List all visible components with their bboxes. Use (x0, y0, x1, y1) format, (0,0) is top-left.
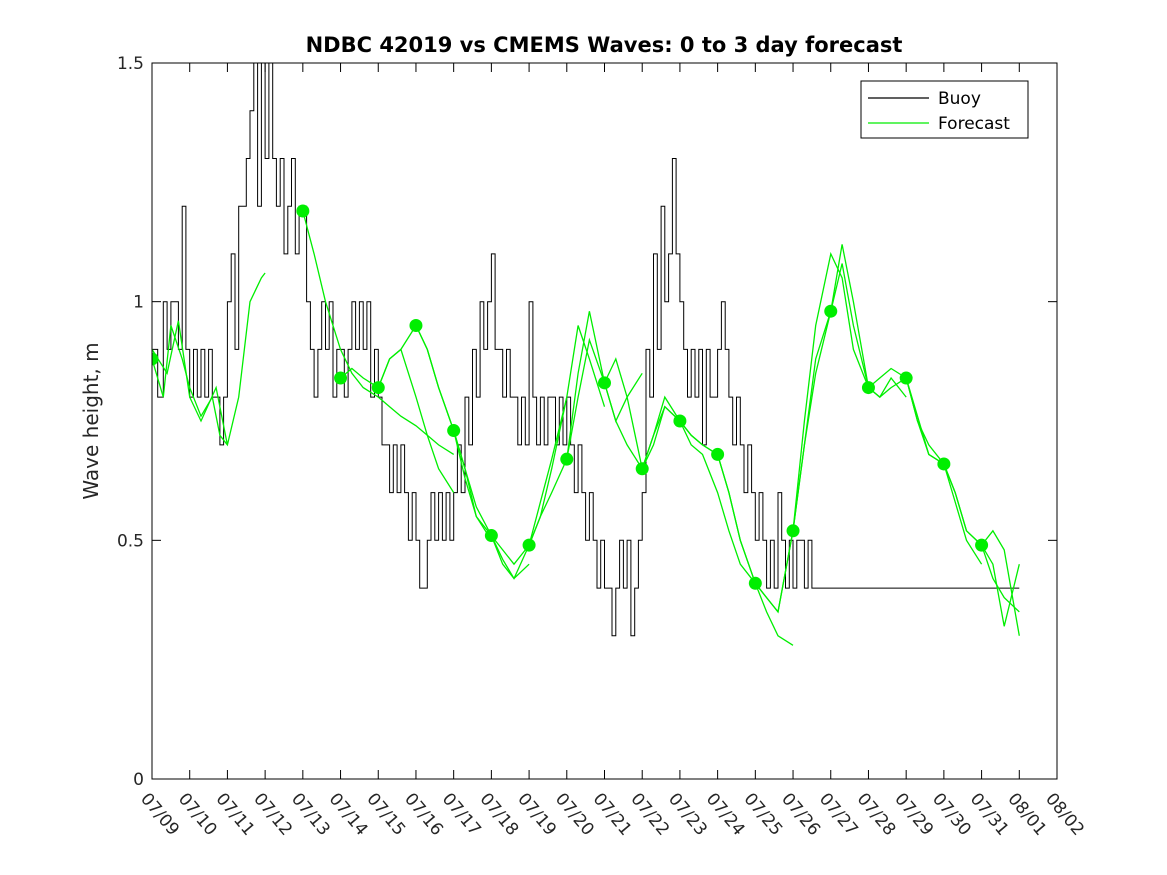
x-tick-label: 07/24 (702, 789, 749, 839)
forecast-marker (598, 376, 611, 390)
x-tick-label: 07/25 (740, 789, 787, 839)
forecast-marker (334, 371, 348, 385)
axes: 00.511.507/0907/1007/1107/1207/1307/1407… (117, 54, 1088, 840)
forecast-series-line-14 (754, 251, 870, 614)
forecast-marker (152, 352, 159, 366)
forecast-marker (409, 319, 423, 333)
forecast-marker (824, 304, 838, 318)
x-tick-label: 07/23 (664, 789, 711, 839)
x-tick-label: 07/18 (476, 789, 523, 839)
x-tick-label: 07/17 (438, 789, 485, 839)
forecast-series-line-6 (453, 396, 568, 580)
forecast-series-line-11 (641, 405, 756, 584)
y-tick-label: 0.5 (117, 531, 144, 551)
forecast-marker (899, 371, 913, 385)
forecast-marker (635, 462, 649, 476)
axes-box (151, 62, 1058, 780)
plot-area (152, 63, 1020, 646)
x-tick-label: 08/02 (1041, 789, 1088, 839)
forecast-series-line-8 (528, 311, 643, 546)
forecast-marker (296, 204, 310, 218)
forecast-marker (371, 381, 385, 395)
x-tick-label: 07/22 (626, 789, 673, 839)
x-tick-label: 07/11 (212, 789, 259, 839)
x-tick-label: 07/28 (853, 789, 900, 839)
x-tick-label: 07/13 (287, 789, 334, 839)
x-tick-label: 07/21 (589, 789, 636, 839)
forecast-marker (522, 538, 536, 552)
x-tick-label: 07/10 (174, 789, 221, 839)
x-tick-label: 07/15 (362, 789, 409, 839)
forecast-marker (937, 457, 951, 471)
x-tick-label: 07/12 (249, 789, 296, 839)
y-tick-label: 0 (133, 770, 144, 790)
x-tick-label: 07/19 (513, 789, 560, 839)
y-tick-label: 1 (133, 293, 144, 313)
forecast-series-line-1 (152, 320, 229, 446)
forecast-marker (786, 524, 800, 538)
legend: Buoy Forecast (860, 80, 1029, 139)
forecast-marker (447, 424, 461, 438)
forecast-marker (711, 447, 725, 461)
legend-box (860, 80, 1029, 139)
forecast-marker (484, 529, 498, 543)
forecast-marker (861, 381, 875, 395)
x-tick-label: 07/29 (890, 789, 937, 839)
forecast-marker (975, 538, 989, 552)
x-tick-label: 07/30 (928, 789, 975, 839)
x-tick-label: 07/26 (777, 789, 824, 839)
forecast-marker (673, 414, 687, 428)
forecast-series-line-9 (566, 337, 681, 471)
forecast-series-line-20 (981, 529, 1020, 636)
forecast-marker (560, 452, 574, 466)
y-tick-label: 1.5 (117, 54, 144, 74)
forecast-series-line-12 (679, 420, 794, 646)
x-tick-label: 07/31 (966, 789, 1013, 839)
x-tick-label: 07/14 (325, 789, 372, 839)
forecast-series-line-18 (905, 377, 1020, 613)
forecast-series-line-15 (792, 244, 907, 531)
legend-label-forecast: Forecast (938, 114, 1010, 134)
y-axis-label: Wave height, m (79, 342, 103, 499)
x-tick-label: 07/09 (136, 789, 183, 839)
x-tick-label: 07/27 (815, 789, 862, 839)
x-tick-label: 07/16 (400, 789, 447, 839)
forecast-series-line-5 (415, 325, 530, 580)
forecast-series-line-16 (830, 263, 945, 465)
legend-label-buoy: Buoy (938, 89, 981, 109)
x-tick-label: 08/01 (1003, 789, 1050, 839)
x-tick-label: 07/20 (551, 789, 598, 839)
chart-title: NDBC 42019 vs CMEMS Waves: 0 to 3 day fo… (306, 33, 903, 57)
forecast-series-line-17 (868, 376, 983, 565)
buoy-series-line (152, 63, 1020, 637)
forecast-marker (748, 576, 762, 590)
